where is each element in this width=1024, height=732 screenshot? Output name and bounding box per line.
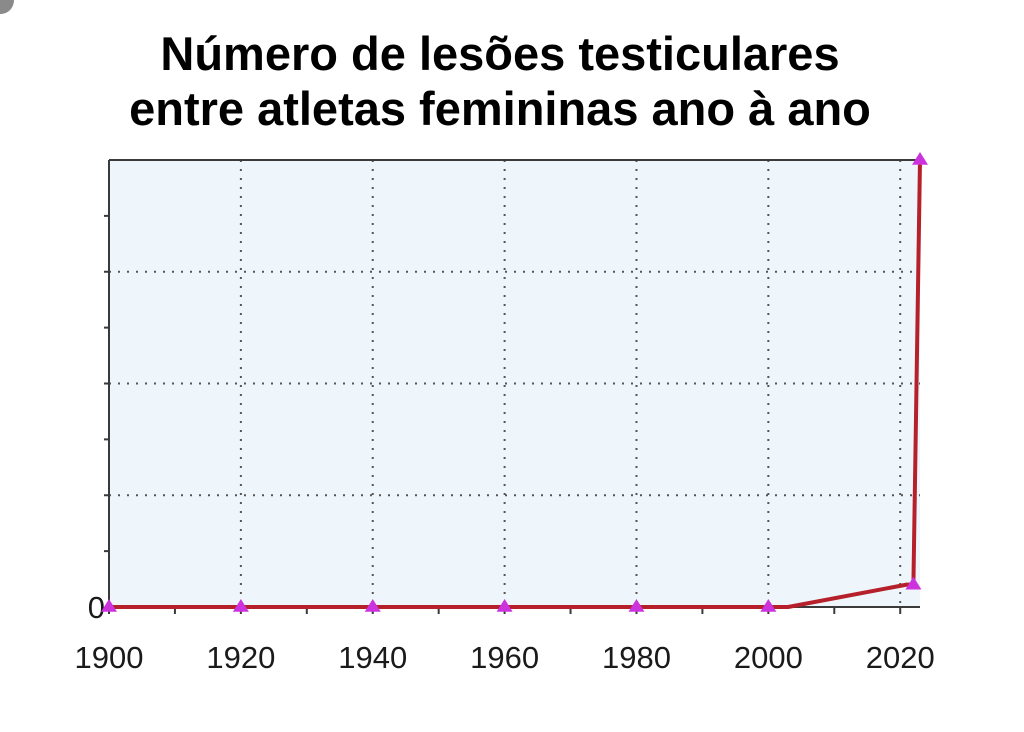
data-marker-2000 bbox=[760, 599, 777, 612]
chart-title: Número de lesões testiculares entre atle… bbox=[0, 26, 1000, 136]
data-marker-1960 bbox=[496, 599, 513, 612]
x-tick-label-1900: 1900 bbox=[75, 640, 144, 675]
chart-title-line-1: Número de lesões testiculares bbox=[160, 27, 840, 80]
data-marker-1920 bbox=[232, 599, 249, 612]
data-marker-1900 bbox=[101, 599, 117, 612]
grid-lines bbox=[109, 160, 920, 607]
data-marker-2022 bbox=[905, 576, 922, 590]
x-tick-label-2000: 2000 bbox=[734, 640, 803, 675]
x-tick-label-1940: 1940 bbox=[338, 640, 407, 675]
data-marker-1980 bbox=[628, 599, 645, 612]
tick-labels: 1900 1920 1940 1960 1980 2000 2020 0 bbox=[75, 590, 935, 675]
chart-title-line-2: entre atletas femininas ano à ano bbox=[129, 82, 871, 135]
data-marker-2023 bbox=[912, 152, 928, 165]
data-marker-1940 bbox=[364, 599, 381, 612]
x-tick-label-1960: 1960 bbox=[470, 640, 539, 675]
x-tick-label-1920: 1920 bbox=[206, 640, 275, 675]
x-tick-label-2020: 2020 bbox=[866, 640, 935, 675]
x-tick-label-1980: 1980 bbox=[602, 640, 671, 675]
y-tick-label-0: 0 bbox=[88, 590, 105, 625]
data-markers bbox=[101, 152, 928, 612]
